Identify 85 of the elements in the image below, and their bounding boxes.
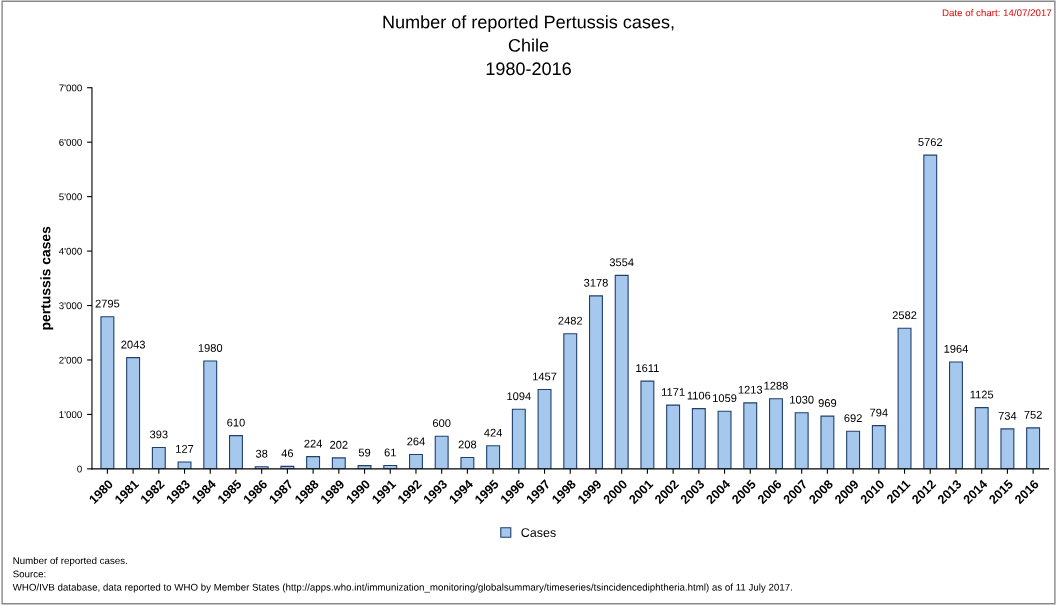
bar: [974, 407, 989, 469]
data-label: 600: [432, 419, 451, 428]
data-label: 264: [407, 437, 425, 446]
data-label: 1980: [198, 344, 223, 352]
source-note: Source:: [13, 570, 46, 578]
bar: [820, 415, 835, 469]
data-label: 1171: [662, 388, 685, 396]
data-label: 1059: [713, 394, 737, 403]
bar: [948, 361, 963, 469]
data-label: 38: [255, 449, 268, 458]
text: WHO/IVB database, data reported to WHO by Member States (http://apps.who.int/immunization_monitoring/globalsummary/timeseries/tsincidencediphtheria.html) as of 11 July 2017.: [12, 583, 792, 593]
data-label: 1457: [533, 372, 557, 381]
bar: [100, 316, 115, 469]
data-label: 3178: [584, 278, 608, 287]
bar: [1000, 428, 1015, 469]
bar: [588, 295, 603, 469]
y-tick-label: 2'000: [59, 356, 82, 364]
bar: [794, 412, 809, 469]
data-label: 794: [870, 408, 888, 417]
bar: [717, 410, 732, 469]
data-label: 424: [484, 428, 503, 437]
data-label: 1213: [738, 385, 763, 394]
y-tick-label: 5'000: [59, 193, 82, 201]
y-tick-label: 4'000: [58, 247, 82, 255]
text: Number of reported cases.: [13, 556, 127, 566]
data-label: 734: [998, 411, 1017, 420]
data-label: 2043: [121, 340, 145, 349]
data-label: 5762: [918, 138, 943, 146]
bar: [563, 333, 578, 469]
data-label: 1611: [636, 364, 659, 373]
bar: [177, 461, 192, 469]
bar: [743, 402, 758, 469]
y-tick-label: 7'000: [59, 84, 82, 92]
data-label: 46: [281, 449, 294, 458]
bar: [511, 408, 526, 469]
bar: [923, 154, 938, 469]
bar: [666, 404, 681, 469]
data-label: 2482: [558, 316, 583, 325]
data-label: 1106: [687, 391, 711, 400]
bar: [614, 274, 629, 469]
bar: [768, 398, 783, 469]
bar: [306, 456, 321, 469]
bar: [434, 435, 449, 469]
data-label: 224: [304, 439, 323, 448]
data-label: 1288: [764, 381, 788, 390]
data-label: 3554: [609, 258, 634, 267]
data-label: 61: [384, 448, 396, 457]
data-label: 202: [330, 440, 348, 449]
data-label: 208: [458, 440, 477, 449]
data-label: 692: [844, 414, 862, 423]
data-label: 127: [176, 444, 194, 453]
bar: [460, 456, 475, 469]
bar: [1026, 427, 1041, 469]
bar: [408, 453, 423, 469]
bar: [640, 380, 655, 469]
bar: [228, 435, 243, 469]
bar: [871, 425, 886, 469]
y-axis-title: pertussis cases: [40, 226, 54, 330]
y-tick-label: 0: [77, 465, 82, 473]
bar: [331, 457, 346, 469]
data-label: 752: [1024, 410, 1042, 419]
data-label: 610: [227, 418, 245, 427]
bar: [486, 445, 501, 469]
y-tick-label: 3'000: [59, 302, 82, 310]
y-tick-label: 1'000: [59, 411, 82, 419]
bar: [126, 357, 141, 469]
data-label: 1125: [970, 390, 994, 399]
data-label: 59: [358, 448, 371, 457]
bar: [691, 408, 706, 469]
data-label: 2582: [892, 311, 917, 320]
chart-title: Number of reported Pertussis cases, Chile 1980-2016: [383, 15, 674, 76]
bar: [897, 327, 912, 469]
y-tick-label: 6'000: [59, 138, 82, 146]
data-label: 1964: [944, 344, 969, 353]
bar: [151, 446, 166, 469]
bar: [846, 430, 861, 469]
text: Date of chart: 14/07/2017: [942, 9, 1052, 17]
data-label: 969: [818, 399, 837, 407]
bar: [203, 360, 218, 469]
data-label: 1094: [507, 392, 531, 401]
bar: [537, 388, 552, 469]
legend-label: Cases: [521, 528, 556, 537]
data-label: 1030: [790, 395, 814, 404]
data-label: 2795: [95, 299, 120, 308]
data-label: 393: [149, 430, 168, 439]
